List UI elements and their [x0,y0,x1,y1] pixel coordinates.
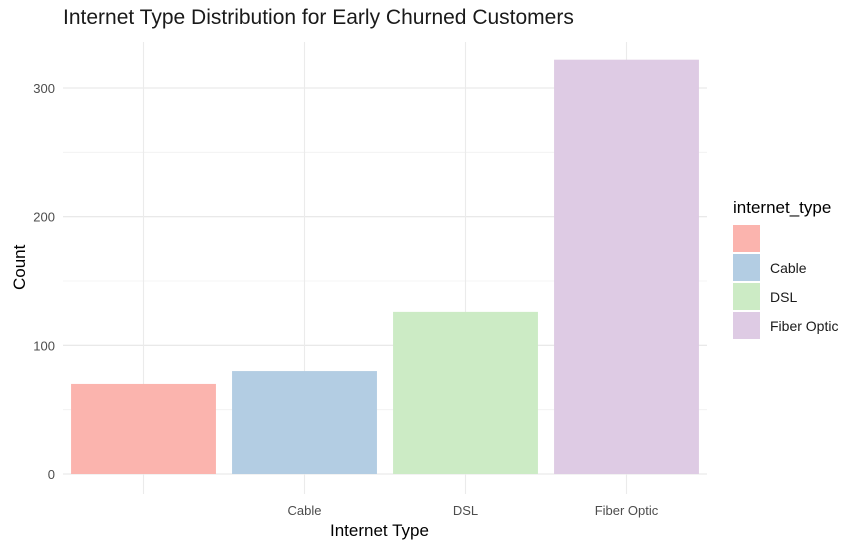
legend-item: Cable [733,253,838,282]
x-tick-label: Cable [288,503,322,518]
y-tick-label: 300 [33,81,55,96]
legend-key [733,225,760,252]
legend-item: DSL [733,282,838,311]
legend-key [733,312,760,339]
y-tick-label: 200 [33,210,55,225]
bar-dsl [393,311,538,474]
legend-item: Fiber Optic [733,311,838,340]
y-axis-label: Count [10,244,29,290]
chart-title: Internet Type Distribution for Early Chu… [63,6,574,29]
x-tick-label: Fiber Optic [595,503,659,518]
legend-label: Cable [770,259,807,276]
x-axis-label: Internet Type [330,521,429,540]
bar-cable [232,371,377,474]
bar-blank [71,383,216,474]
bar-fiber-optic [554,59,699,475]
legend-title: internet_type [733,198,832,217]
legend-key [733,254,760,281]
legend-label: DSL [770,288,798,305]
legend: internet_type Cable DSL Fiber Optic [733,198,838,340]
y-tick-label: 100 [33,338,55,353]
x-tick-label: DSL [453,503,478,518]
y-tick-label: 0 [48,467,55,482]
legend-key [733,283,760,310]
legend-label: Fiber Optic [770,317,839,334]
legend-item [733,224,838,253]
